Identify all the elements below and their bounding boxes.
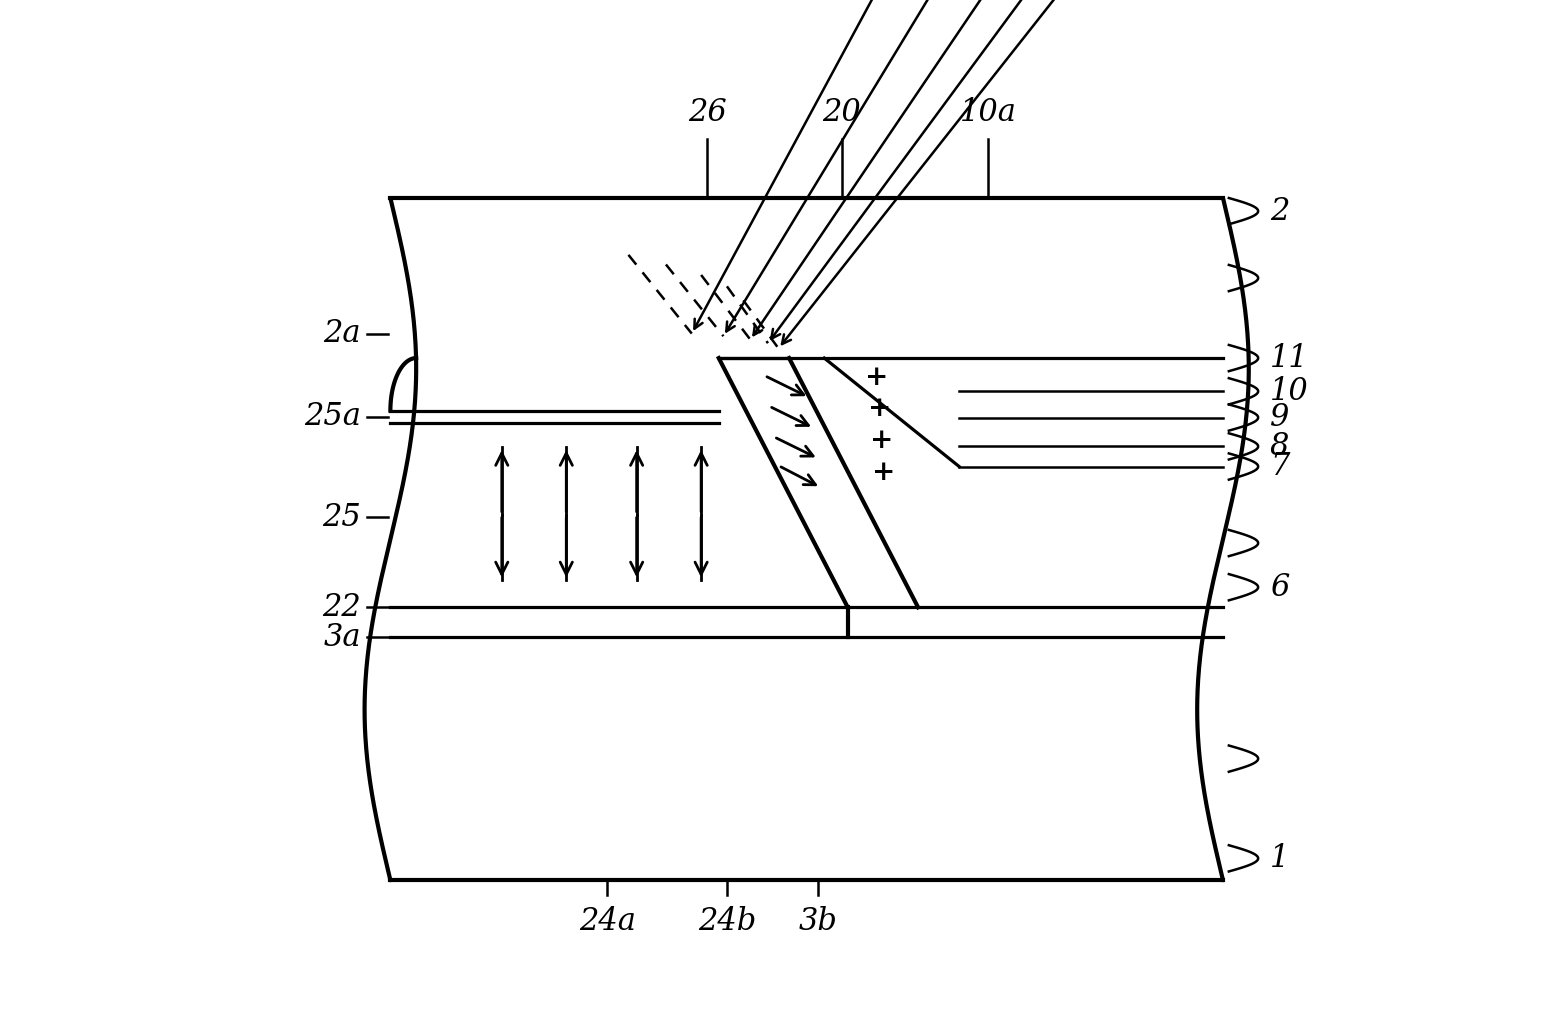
Text: 1: 1 — [1270, 843, 1290, 874]
Text: 10: 10 — [1270, 376, 1308, 407]
Text: 25a: 25a — [304, 401, 361, 432]
Text: 25: 25 — [322, 501, 361, 533]
Text: 24a: 24a — [579, 906, 636, 938]
Text: 10a: 10a — [960, 97, 1017, 128]
Text: 8: 8 — [1270, 431, 1290, 462]
Text: 22: 22 — [322, 592, 361, 622]
Text: 3a: 3a — [324, 621, 361, 653]
Text: 20: 20 — [822, 97, 861, 128]
Text: +: + — [870, 427, 893, 454]
Text: 9: 9 — [1270, 402, 1290, 433]
Text: 7: 7 — [1270, 451, 1290, 482]
Text: 6: 6 — [1270, 572, 1290, 603]
Text: 24b: 24b — [697, 906, 756, 938]
Text: +: + — [872, 459, 896, 486]
Text: 11: 11 — [1270, 343, 1308, 373]
Text: 26: 26 — [688, 97, 727, 128]
Text: +: + — [867, 396, 890, 422]
Text: 2: 2 — [1270, 195, 1290, 227]
Text: 3b: 3b — [799, 906, 838, 938]
Text: 2a: 2a — [324, 318, 361, 349]
Text: +: + — [866, 364, 889, 391]
